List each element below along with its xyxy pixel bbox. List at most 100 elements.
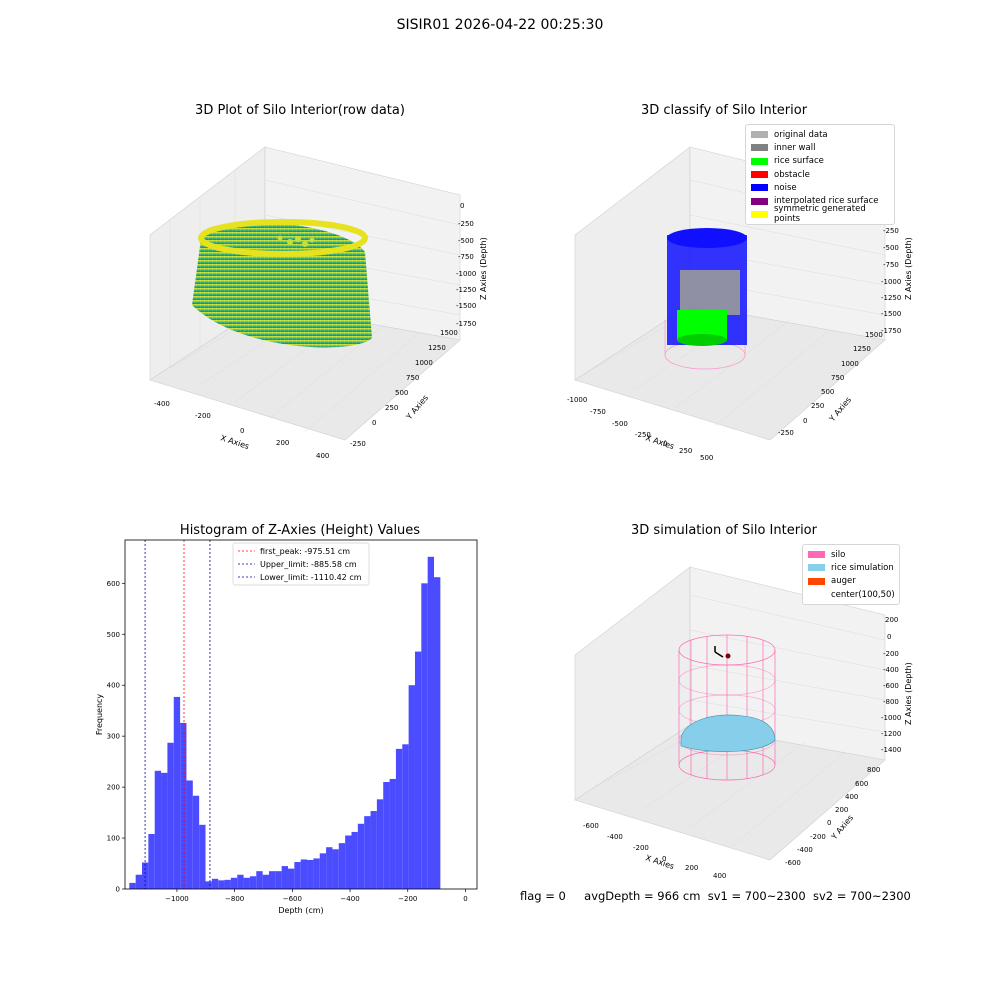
histogram-bar	[154, 770, 162, 889]
histogram-chart: −1000 −800 −600 −400 −200 0 0 100 200 300 400 500 60…	[95, 539, 478, 915]
svg-text:-200: -200	[883, 650, 899, 658]
svg-text:200: 200	[276, 439, 289, 447]
svg-text:-1250: -1250	[881, 294, 901, 302]
svg-text:0: 0	[460, 202, 464, 210]
svg-text:1500: 1500	[440, 329, 458, 337]
svg-text:500: 500	[821, 388, 834, 396]
simulation-xlabel: X Axies	[644, 853, 675, 871]
simulation-plot-title: 3D simulation of Silo Interior	[631, 523, 817, 538]
classify-legend-item: original data	[751, 128, 889, 141]
svg-text:1500: 1500	[865, 331, 883, 339]
svg-text:250: 250	[385, 404, 398, 412]
histogram-bar	[326, 847, 333, 889]
histogram-bar	[142, 862, 149, 889]
svg-text:0: 0	[663, 440, 667, 448]
histogram-bar	[243, 877, 250, 889]
simulation-legend-label: center(100,50)	[831, 589, 895, 600]
x-tick-label: −1000	[165, 895, 189, 903]
svg-text:750: 750	[406, 374, 419, 382]
svg-text:-800: -800	[883, 698, 899, 706]
histogram-bar	[262, 874, 269, 889]
histogram-bar	[345, 835, 352, 889]
classify-legend-swatch	[751, 171, 768, 179]
histogram-bar	[148, 833, 155, 889]
histogram-bar	[230, 877, 238, 889]
histogram-bar	[186, 780, 193, 889]
svg-text:400: 400	[845, 793, 858, 801]
simulation-legend-swatch	[808, 577, 825, 585]
svg-text:-500: -500	[883, 244, 899, 252]
svg-text:-1250: -1250	[456, 286, 476, 294]
raw-plot-title: 3D Plot of Silo Interior(row data)	[195, 103, 405, 118]
simulation-ylabel: Y Axies	[829, 813, 855, 842]
simulation-legend-swatch	[808, 564, 825, 572]
svg-text:800: 800	[867, 766, 880, 774]
svg-text:-250: -250	[883, 227, 899, 235]
classify-plot-title: 3D classify of Silo Interior	[640, 103, 808, 118]
histogram-bar	[414, 651, 422, 889]
x-tick-label: −200	[398, 895, 417, 903]
x-axis-label: Depth (cm)	[278, 906, 323, 915]
svg-text:500: 500	[700, 454, 713, 460]
histogram-bar	[249, 876, 257, 889]
svg-text:1250: 1250	[853, 345, 871, 353]
histogram-bar	[199, 824, 206, 889]
y-tick-label: 600	[107, 580, 120, 588]
svg-text:-1000: -1000	[881, 278, 901, 286]
svg-text:-400: -400	[607, 833, 623, 841]
svg-text:-1000: -1000	[567, 396, 587, 404]
y-tick-label: 400	[107, 682, 120, 690]
svg-text:-600: -600	[883, 682, 899, 690]
histogram-bar	[376, 799, 384, 889]
classify-legend-swatch	[751, 184, 768, 192]
histogram-legend-label: Lower_limit: -1110.42 cm	[260, 573, 362, 582]
x-tick-label: 0	[463, 895, 467, 903]
svg-text:-600: -600	[583, 822, 599, 830]
histogram-bar	[211, 878, 219, 889]
classify-legend-label: obstacle	[774, 169, 810, 180]
histogram-bar	[256, 871, 263, 889]
classify-legend-label: interpolated rice surface	[774, 196, 879, 207]
svg-text:-1000: -1000	[881, 714, 901, 722]
svg-text:-250: -250	[635, 431, 651, 439]
classify-legend-item: interpolated rice surface	[751, 194, 889, 207]
svg-text:200: 200	[835, 806, 848, 814]
svg-text:-750: -750	[883, 261, 899, 269]
simulation-zlabel: Z Axies (Depth)	[904, 662, 913, 725]
svg-text:-200: -200	[195, 412, 211, 420]
y-tick-label: 500	[107, 631, 120, 639]
simulation-legend-swatch	[808, 551, 825, 559]
histogram-bar	[218, 880, 225, 889]
svg-text:-250: -250	[458, 220, 474, 228]
histogram-bar	[300, 859, 308, 889]
histogram-bar	[364, 816, 371, 889]
svg-text:0: 0	[240, 427, 244, 435]
histogram-bar	[389, 778, 396, 889]
svg-text:750: 750	[831, 374, 844, 382]
histogram-bar	[332, 849, 339, 889]
classify-legend-item: rice surface	[751, 155, 889, 168]
svg-text:-1500: -1500	[881, 310, 901, 318]
classify-legend-swatch	[751, 157, 768, 165]
histogram-bar	[427, 556, 435, 889]
histogram-bar	[338, 843, 346, 889]
plot-frame	[124, 539, 478, 890]
histogram-bar	[135, 874, 143, 889]
simulation-legend-label: silo	[831, 549, 846, 560]
svg-text:-750: -750	[590, 408, 606, 416]
histogram-bar	[370, 811, 377, 889]
classify-legend-label: inner wall	[774, 142, 816, 153]
svg-text:-1750: -1750	[456, 320, 476, 328]
raw-zlabel: Z Axies (Depth)	[479, 237, 488, 300]
histogram-legend-label: first_peak: -975.51 cm	[260, 547, 350, 556]
y-tick-label: 300	[107, 733, 120, 741]
histogram-bar	[421, 583, 428, 889]
classify-zlabel: Z Axies (Depth)	[904, 237, 913, 300]
svg-text:-1500: -1500	[456, 302, 476, 310]
svg-text:-500: -500	[612, 420, 628, 428]
svg-text:1000: 1000	[415, 359, 433, 367]
histogram-bar	[180, 722, 187, 889]
x-tick-label: −800	[225, 895, 244, 903]
